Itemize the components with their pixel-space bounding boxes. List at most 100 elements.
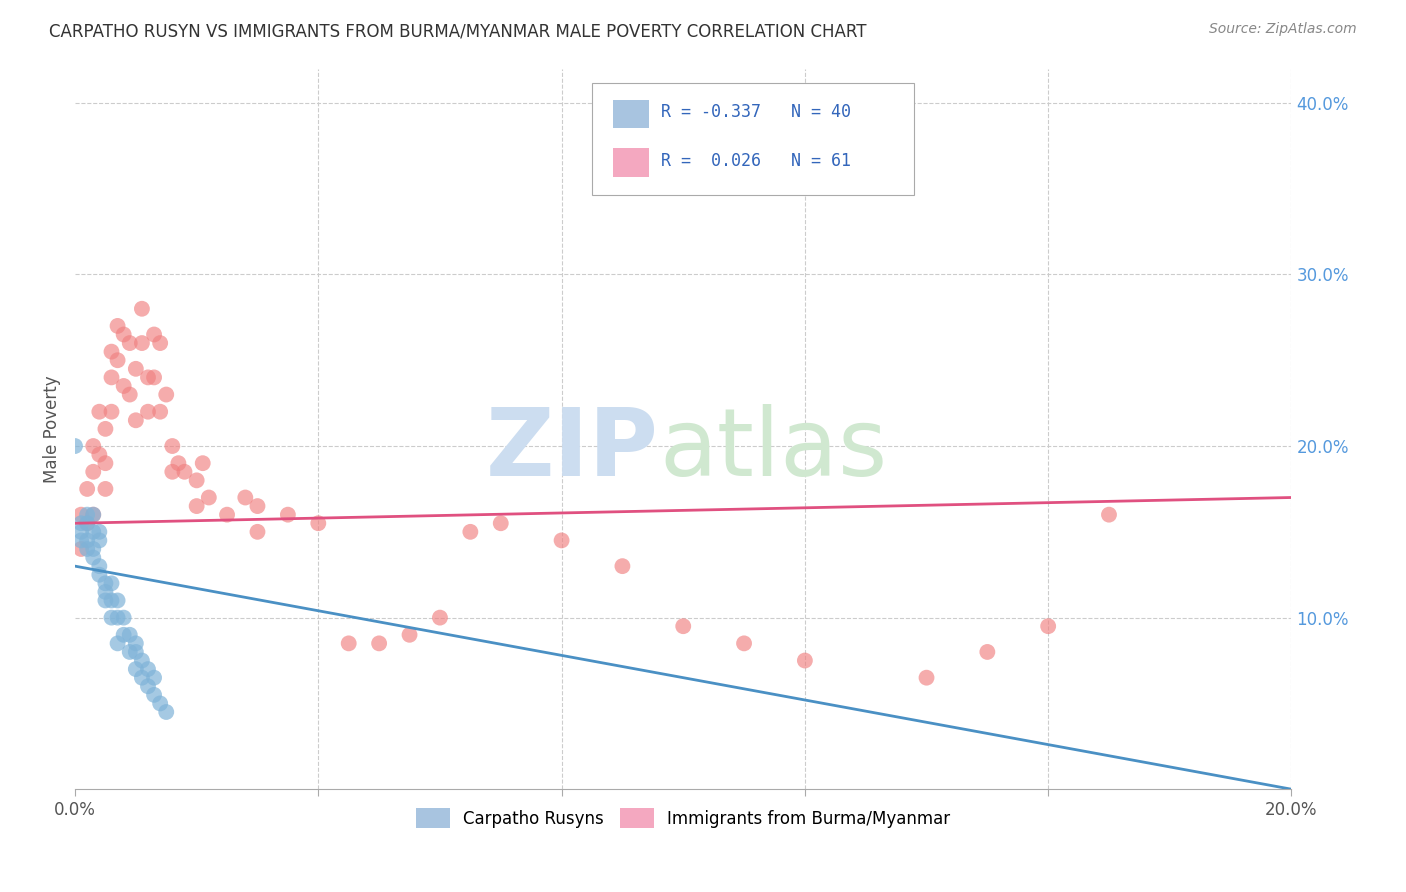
Point (82, 524, 104, 539)
Point (1036, 619, 1059, 633)
Point (246, 524, 269, 539)
Point (136, 679, 159, 693)
Point (118, 628, 141, 642)
Point (277, 508, 299, 522)
Point (612, 559, 634, 574)
Text: CARPATHO RUSYN VS IMMIGRANTS FROM BURMA/MYANMAR MALE POVERTY CORRELATION CHART: CARPATHO RUSYN VS IMMIGRANTS FROM BURMA/… (49, 22, 866, 40)
Point (489, 516, 512, 531)
Point (107, 353, 129, 368)
Point (100, 370, 122, 384)
Point (70, 533, 93, 548)
Point (460, 524, 482, 539)
Point (131, 301, 153, 316)
Point (107, 636, 129, 650)
Point (94, 585, 117, 599)
Point (131, 653, 153, 667)
FancyBboxPatch shape (592, 83, 914, 194)
Point (143, 671, 166, 685)
Point (100, 344, 122, 359)
Point (100, 593, 122, 607)
Point (82, 439, 104, 453)
Point (100, 405, 122, 419)
Point (89, 405, 111, 419)
Point (82, 465, 104, 479)
Point (118, 387, 141, 401)
Point (733, 636, 755, 650)
Point (550, 533, 572, 548)
Point (793, 653, 815, 667)
Point (70, 508, 93, 522)
Point (246, 499, 269, 513)
Point (94, 456, 117, 470)
Point (149, 697, 172, 711)
Point (162, 439, 184, 453)
Point (155, 705, 177, 719)
Point (94, 593, 117, 607)
Point (143, 327, 166, 342)
Point (368, 636, 391, 650)
Point (337, 636, 360, 650)
Point (125, 413, 148, 427)
Point (186, 474, 208, 488)
Point (167, 456, 190, 470)
Point (63, 439, 86, 453)
Point (125, 645, 148, 659)
Point (94, 422, 117, 436)
Point (136, 662, 159, 676)
Point (76, 482, 98, 496)
Y-axis label: Male Poverty: Male Poverty (44, 375, 60, 483)
Point (89, 533, 111, 548)
Text: R = -0.337   N = 40: R = -0.337 N = 40 (661, 103, 852, 121)
Point (118, 645, 141, 659)
Point (155, 387, 177, 401)
Point (215, 508, 238, 522)
Point (143, 688, 166, 702)
Point (191, 456, 214, 470)
Text: atlas: atlas (659, 404, 887, 497)
Text: R =  0.026   N = 61: R = 0.026 N = 61 (661, 152, 852, 169)
Point (198, 491, 221, 505)
Point (76, 508, 98, 522)
Point (149, 336, 172, 351)
Point (107, 318, 129, 333)
Point (94, 576, 117, 591)
Point (125, 361, 148, 376)
Point (125, 662, 148, 676)
Point (82, 508, 104, 522)
Point (429, 610, 451, 624)
Point (82, 508, 104, 522)
Point (107, 610, 129, 624)
Point (70, 524, 93, 539)
Point (112, 379, 135, 393)
Point (94, 482, 117, 496)
Point (118, 336, 141, 351)
Point (100, 576, 122, 591)
Bar (613, 148, 650, 177)
Point (100, 610, 122, 624)
Point (70, 541, 93, 556)
Point (143, 370, 166, 384)
Point (70, 516, 93, 531)
Point (76, 533, 98, 548)
Point (1098, 508, 1121, 522)
Point (398, 628, 420, 642)
Point (112, 610, 135, 624)
Point (112, 327, 135, 342)
Point (136, 370, 159, 384)
Point (89, 559, 111, 574)
Point (149, 405, 172, 419)
Point (82, 550, 104, 565)
Point (125, 636, 148, 650)
Point (107, 593, 129, 607)
Point (89, 524, 111, 539)
Point (136, 405, 159, 419)
Point (233, 491, 256, 505)
Point (186, 499, 208, 513)
Point (672, 619, 695, 633)
Point (131, 671, 153, 685)
Point (76, 541, 98, 556)
Point (82, 541, 104, 556)
Point (76, 516, 98, 531)
Point (131, 336, 153, 351)
Point (307, 516, 329, 531)
